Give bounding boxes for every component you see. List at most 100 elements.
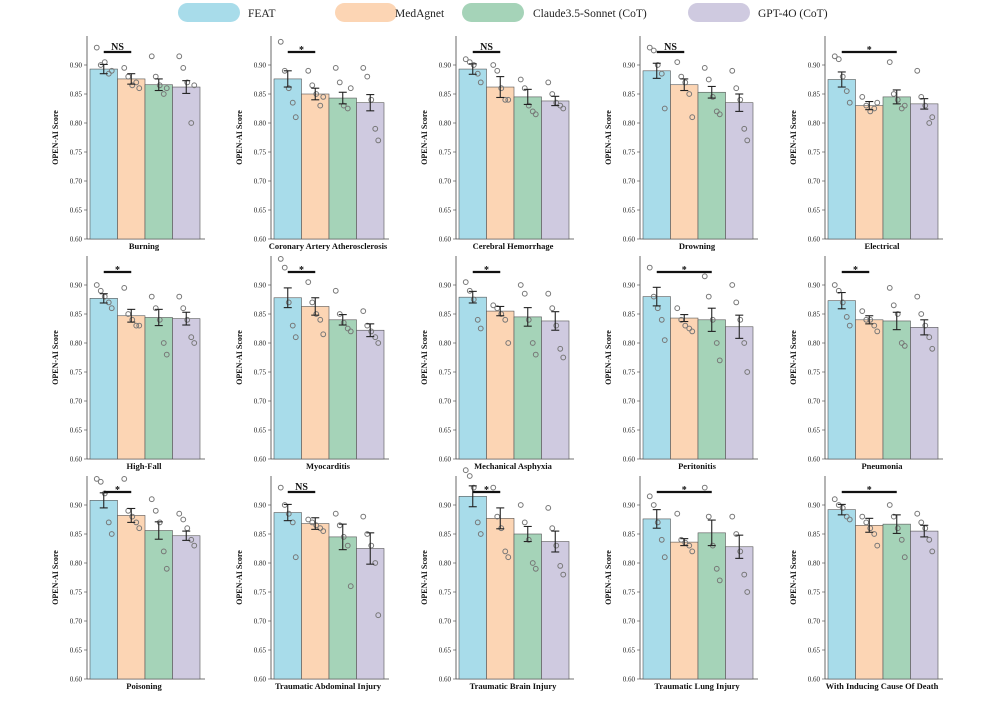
data-point [180,305,187,312]
panel-traumatic-abdominal-injury: 0.60 0.65 0.70 0.75 0.80 0.85 0.90 OPEN-AI Scor… [235,476,389,691]
data-point [494,67,501,74]
y-tick-label: 0.70 [623,397,636,405]
data-point [292,114,299,121]
y-tick-label: 0.75 [439,588,452,596]
legend-swatch-feat [178,3,240,22]
data-point [661,554,668,561]
data-point [894,96,901,103]
data-point [741,340,748,346]
data-point [682,322,689,329]
data-point [929,345,936,352]
error-bar-feat [652,286,661,307]
y-tick-label: 0.60 [623,235,636,243]
data-point [650,293,657,300]
data-point [93,44,100,51]
y-tick-label: 0.60 [70,235,83,243]
y-tick-label: 0.75 [254,588,267,596]
data-point [859,308,866,315]
data-point [281,502,288,508]
y-tick-label: 0.85 [439,530,452,538]
data-point [871,531,878,537]
data-point [549,525,556,532]
data-point [466,59,473,65]
error-bar-gpt-4o-cot [551,530,560,553]
bar-claude3-5-sonnet-cot [513,533,542,680]
y-tick-label: 0.85 [623,90,636,98]
data-point [701,484,708,491]
data-point [678,536,685,543]
y-tick-label: 0.70 [254,177,267,185]
error-bar-feat [468,485,477,508]
data-point [466,287,473,294]
y-tick-label: 0.65 [254,646,267,654]
y-tick-label: 0.75 [70,368,83,376]
y-axis-label: OPEN-AI Score [604,330,613,385]
data-point [121,476,128,482]
data-point [313,91,320,97]
data-point [859,94,866,100]
legend-item-feat: FEAT [178,3,275,22]
significance-label: * [115,265,120,276]
panel-poisoning: 0.60 0.65 0.70 0.75 0.80 0.85 0.90 OPEN-AI Scor… [51,476,205,691]
bar-medagnet [301,93,330,240]
y-axis-label: OPEN-AI Score [51,330,60,385]
y-tick-label: 0.60 [623,675,636,683]
data-point [360,308,367,315]
data-point [494,513,501,520]
data-point [375,612,382,619]
y-tick-label: 0.85 [623,310,636,318]
bar-medagnet [486,310,515,460]
data-point [705,76,712,83]
y-tick-label: 0.80 [70,559,83,567]
error-bar-feat [283,70,292,88]
significance-label: NS [111,42,124,53]
y-tick-label: 0.65 [254,206,267,214]
data-point [843,314,850,320]
data-point [368,328,375,335]
data-point [733,531,740,537]
y-tick-label: 0.90 [254,281,267,289]
bar-feat [458,296,487,460]
data-point [477,531,484,537]
data-point [360,513,367,520]
error-bar-claude3-5-sonnet-cot [523,88,532,105]
error-bar-claude3-5-sonnet-cot [707,307,716,332]
error-bar-claude3-5-sonnet-cot [154,521,163,540]
error-bar-medagnet [680,78,689,92]
data-point [163,565,170,572]
legend-label-feat: FEAT [248,8,275,20]
data-point [890,513,897,520]
error-bar-medagnet [680,314,689,323]
data-point [133,322,140,329]
data-point [525,536,532,543]
data-point [871,105,878,112]
data-point [309,299,316,306]
y-tick-label: 0.60 [70,675,83,683]
bar-feat [642,518,671,680]
bar-feat [89,500,118,680]
legend: FEAT MedAgnet Claude3.5-Sonnet (CoT) GPT-4O… [178,3,828,22]
data-point [549,91,556,97]
data-point [867,525,874,532]
data-point [305,67,312,74]
y-axis-label: OPEN-AI Score [51,550,60,605]
y-axis-label: OPEN-AI Score [789,550,798,605]
panel-title: High-Fall [127,461,163,471]
data-point [148,496,155,503]
error-bar-feat [283,503,292,522]
data-point [470,296,477,303]
bar-medagnet [301,306,330,460]
data-point [701,273,708,280]
y-tick-label: 0.65 [623,426,636,434]
data-point [646,44,653,51]
data-point [658,536,665,543]
data-point [125,73,132,80]
data-point [922,102,929,109]
data-point [494,305,501,312]
legend-label-medagnet: MedAgnet [395,8,445,20]
error-bar-gpt-4o-cot [920,524,929,538]
data-point [744,137,751,144]
data-point [97,478,104,485]
data-point [686,91,693,97]
y-axis-label: OPEN-AI Score [420,330,429,385]
